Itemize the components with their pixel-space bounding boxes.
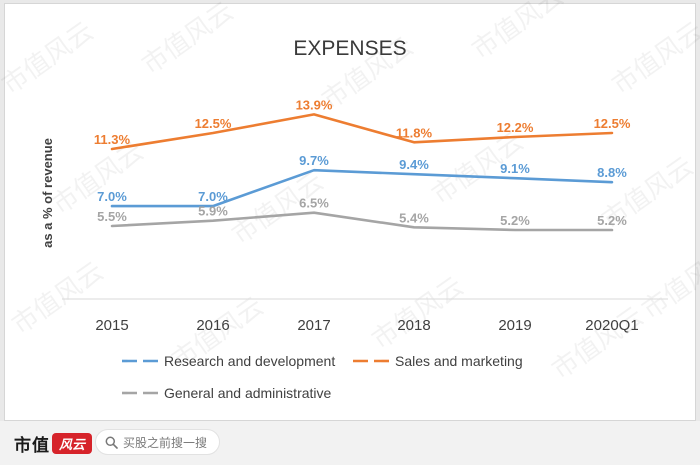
y-axis-label: as a % of revenue <box>40 138 55 248</box>
legend-label: General and administrative <box>164 385 332 401</box>
data-label: 7.0% <box>97 189 127 204</box>
data-label: 11.3% <box>94 132 131 147</box>
search-box[interactable]: 买股之前搜一搜 <box>95 429 220 455</box>
data-label: 6.5% <box>299 196 329 211</box>
watermark-text: 市值风云 <box>367 271 469 355</box>
legend-label: Research and development <box>164 353 335 369</box>
data-label: 5.2% <box>597 213 627 228</box>
watermark-text: 市值风云 <box>607 16 700 100</box>
x-tick-label: 2020Q1 <box>585 317 638 334</box>
series-line-2 <box>110 211 614 232</box>
data-label: 9.1% <box>500 161 530 176</box>
data-label: 5.5% <box>97 209 127 224</box>
x-tick-label: 2015 <box>95 317 128 334</box>
x-tick-label: 2016 <box>196 317 229 334</box>
brand-name: 市值 <box>14 435 50 456</box>
footer-bar: 市值 风云 买股之前搜一搜 <box>0 421 700 465</box>
data-label: 12.2% <box>497 120 534 135</box>
legend-label: Sales and marketing <box>395 353 523 369</box>
watermark-text: 市值风云 <box>467 0 569 66</box>
watermark-text: 市值风云 <box>137 0 239 81</box>
x-tick-label: 2019 <box>498 317 531 334</box>
x-tick-labels: 2015 2016 2017 2018 2019 2020Q1 <box>95 317 638 334</box>
brand-seal: 风云 <box>52 432 92 454</box>
data-label: 5.4% <box>399 210 429 225</box>
x-tick-label: 2018 <box>397 317 430 334</box>
data-label: 9.4% <box>399 157 429 172</box>
data-label: 12.5% <box>195 116 232 131</box>
data-label: 11.8% <box>396 125 433 140</box>
chart-card <box>4 3 696 421</box>
watermark-text: 市值风云 <box>547 301 649 385</box>
legend: Research and development Sales and market… <box>122 353 523 401</box>
data-label: 7.0% <box>198 189 228 204</box>
series-line-0 <box>110 168 614 208</box>
data-label: 5.2% <box>500 213 530 228</box>
search-icon <box>105 436 118 449</box>
series-line-1 <box>110 113 614 151</box>
x-tick-label: 2017 <box>297 317 330 334</box>
data-label: 5.9% <box>198 204 228 219</box>
search-placeholder: 买股之前搜一搜 <box>123 435 208 450</box>
watermark-text: 市值风云 <box>0 16 99 100</box>
watermark-text: 市值风云 <box>637 241 700 325</box>
data-label: 12.5% <box>594 116 631 131</box>
series-layer: 7.0% 7.0% 9.7% 9.4% 9.1% 8.8% 11.3% 12.5% 13.9% 1… <box>94 97 631 232</box>
data-label: 9.7% <box>299 153 329 168</box>
data-label: 8.8% <box>597 165 627 180</box>
chart-title: EXPENSES <box>293 37 406 60</box>
brand-logo[interactable]: 市值 风云 <box>14 431 92 456</box>
data-label: 13.9% <box>296 97 333 112</box>
